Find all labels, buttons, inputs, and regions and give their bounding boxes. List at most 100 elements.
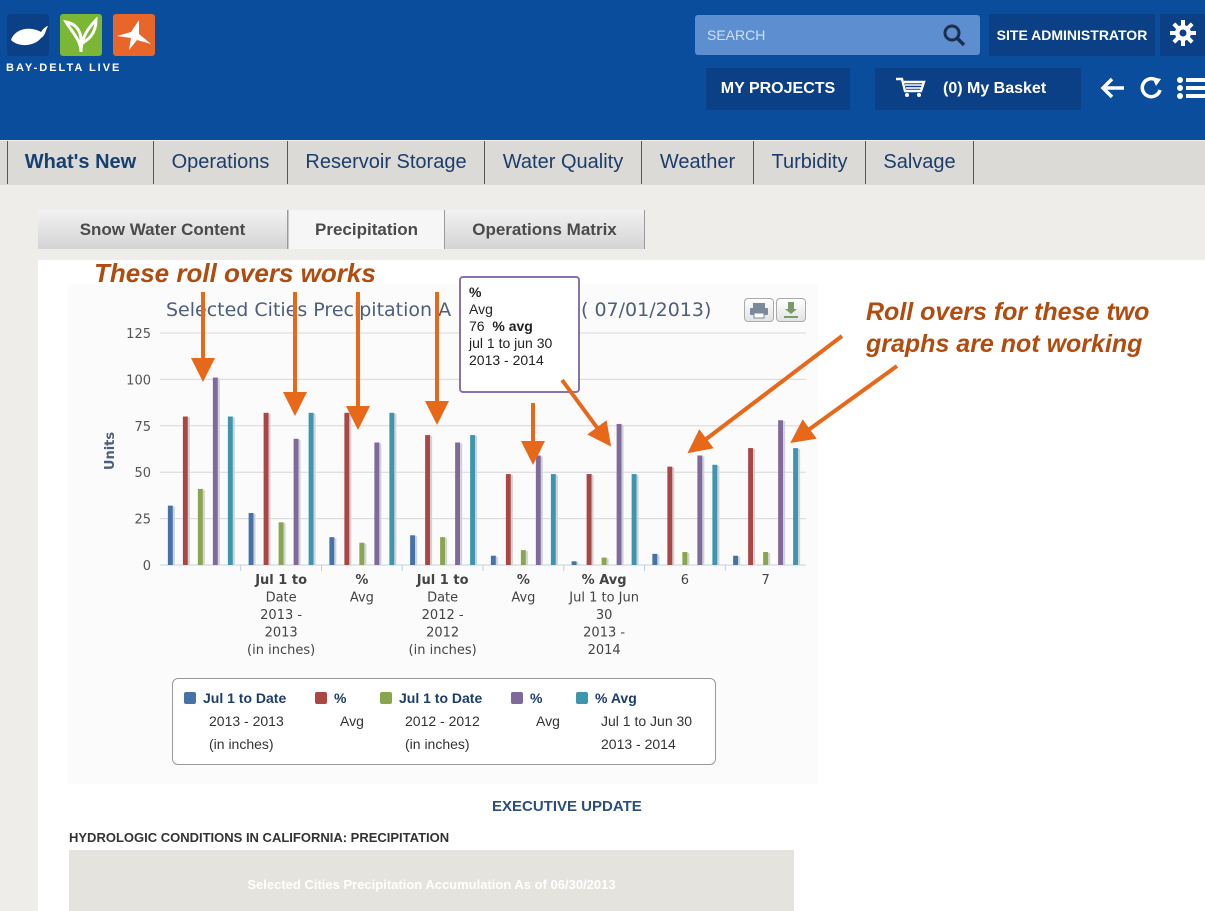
menu-list-icon[interactable] (1177, 76, 1205, 105)
my-basket-button[interactable]: (0) My Basket (875, 68, 1081, 110)
bar[interactable] (278, 522, 284, 565)
bar[interactable] (167, 505, 173, 565)
bar[interactable] (763, 552, 769, 565)
download-chart-button[interactable] (776, 298, 806, 322)
tab-reservoir-storage[interactable]: Reservoir Storage (288, 141, 485, 184)
bar[interactable] (440, 537, 446, 565)
bar[interactable] (359, 542, 365, 565)
bar[interactable] (344, 412, 350, 565)
bar-shadow (798, 449, 801, 565)
bar[interactable] (667, 466, 673, 565)
bar-shadow (298, 439, 301, 565)
bar-shadow (253, 514, 256, 565)
bar[interactable] (652, 553, 658, 565)
bar-shadow (555, 475, 558, 565)
x-tick-label: 7 (761, 573, 769, 588)
bar[interactable] (550, 474, 556, 565)
y-tick-label: 75 (134, 420, 151, 435)
bar-shadow (364, 543, 367, 565)
bar[interactable] (410, 535, 416, 565)
legend-item[interactable]: % Avg Jul 1 to Jun 30 2013 - 2014 (576, 687, 692, 756)
subtab-snow-water-content[interactable]: Snow Water Content (38, 210, 288, 249)
my-projects-button[interactable]: MY PROJECTS (706, 68, 850, 110)
bar-shadow (334, 538, 337, 565)
bar-shadow (202, 489, 205, 565)
bar[interactable] (586, 474, 592, 565)
bar-shadow (187, 417, 190, 565)
precipitation-accumulation-panel: Selected Cities Precipitation Accumulati… (69, 850, 794, 911)
bar[interactable] (520, 550, 526, 565)
tab-weather[interactable]: Weather (642, 141, 754, 184)
tooltip-subtitle: Avg (469, 301, 493, 317)
whale-logo-icon[interactable] (7, 14, 49, 56)
tooltip-period: jul 1 to jun 30 (469, 335, 553, 351)
bar-shadow (738, 556, 741, 565)
bird-logo-icon[interactable] (113, 14, 155, 56)
bar[interactable] (748, 448, 754, 565)
bar-shadow (217, 378, 220, 565)
bar[interactable] (733, 555, 739, 565)
bar[interactable] (697, 455, 703, 565)
annotation-works: These roll overs works (94, 258, 376, 288)
search-input[interactable] (695, 15, 925, 55)
legend-item[interactable]: Jul 1 to Date 2013 - 2013 (in inches) (184, 687, 286, 756)
bar[interactable] (389, 412, 395, 565)
leaf-logo-icon[interactable] (60, 14, 102, 56)
tab-water-quality[interactable]: Water Quality (485, 141, 642, 184)
bar-shadow (232, 417, 235, 565)
bar[interactable] (682, 552, 688, 565)
y-tick-label: 100 (126, 373, 151, 388)
bar[interactable] (182, 416, 188, 565)
tab-operations[interactable]: Operations (154, 141, 288, 184)
bar-shadow (672, 467, 675, 565)
bar[interactable] (212, 377, 218, 565)
bar[interactable] (778, 420, 784, 565)
x-tick-label: (in inches) (409, 643, 477, 658)
settings-button[interactable] (1160, 14, 1205, 56)
bar[interactable] (535, 455, 541, 565)
bar[interactable] (425, 435, 431, 565)
bar[interactable] (601, 557, 607, 565)
print-chart-button[interactable] (744, 298, 774, 322)
bar[interactable] (505, 474, 511, 565)
subtab-operations-matrix[interactable]: Operations Matrix (445, 210, 645, 249)
legend-sub: 2012 - 2012 (405, 713, 480, 729)
bar[interactable] (263, 412, 269, 565)
bar-shadow (687, 553, 690, 565)
back-arrow-icon[interactable] (1100, 76, 1126, 105)
bar[interactable] (470, 435, 476, 565)
bar[interactable] (248, 513, 254, 565)
x-tick-label: % Avg (582, 573, 627, 588)
bar[interactable] (616, 423, 622, 565)
bar[interactable] (329, 537, 335, 565)
bar[interactable] (374, 442, 380, 565)
tab-salvage[interactable]: Salvage (866, 141, 974, 184)
bar[interactable] (308, 412, 314, 565)
legend-sub: 2013 - 2014 (601, 736, 676, 752)
bar[interactable] (631, 474, 637, 565)
bar-shadow (268, 413, 271, 565)
search-icon[interactable] (942, 23, 966, 52)
bar[interactable] (793, 448, 799, 565)
bar[interactable] (197, 488, 203, 565)
legend-item[interactable]: % Avg (315, 687, 364, 733)
x-tick-label: 2014 (588, 643, 621, 658)
bar[interactable] (455, 442, 461, 565)
bar[interactable] (227, 416, 233, 565)
bar[interactable] (571, 561, 577, 565)
bar-shadow (606, 558, 609, 565)
legend-item[interactable]: % Avg (511, 687, 560, 733)
bar[interactable] (293, 438, 299, 565)
tab-whats-new[interactable]: What's New (7, 141, 154, 184)
legend-item[interactable]: Jul 1 to Date 2012 - 2012 (in inches) (380, 687, 482, 756)
bar[interactable] (490, 555, 496, 565)
chart-title: Selected Cities Precipitation A (166, 299, 451, 321)
subtab-precipitation[interactable]: Precipitation (288, 210, 445, 249)
download-icon (777, 302, 805, 325)
refresh-icon[interactable] (1139, 75, 1165, 106)
site-administrator-button[interactable]: SITE ADMINISTRATOR (989, 14, 1155, 56)
bar[interactable] (712, 464, 718, 565)
hydrologic-conditions-heading: HYDROLOGIC CONDITIONS IN CALIFORNIA: PRE… (69, 830, 450, 845)
tab-turbidity[interactable]: Turbidity (754, 141, 866, 184)
legend-name: Jul 1 to Date (203, 690, 287, 706)
